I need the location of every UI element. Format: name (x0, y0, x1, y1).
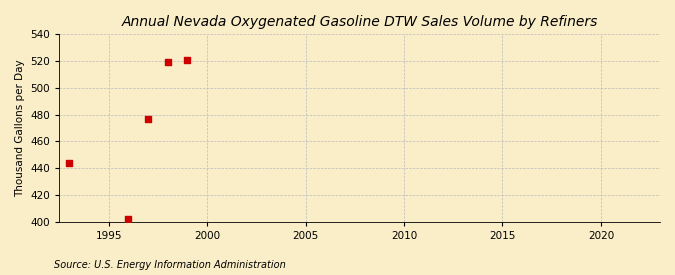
Point (182, 57, 193, 62)
Point (162, 60, 173, 65)
Title: Annual Nevada Oxygenated Gasoline DTW Sales Volume by Refiners: Annual Nevada Oxygenated Gasoline DTW Sa… (122, 15, 598, 29)
Point (63, 161, 74, 165)
Point (142, 116, 153, 121)
Y-axis label: Thousand Gallons per Day: Thousand Gallons per Day (15, 59, 25, 197)
Point (123, 217, 134, 221)
Text: Source: U.S. Energy Information Administration: Source: U.S. Energy Information Administ… (54, 260, 286, 270)
